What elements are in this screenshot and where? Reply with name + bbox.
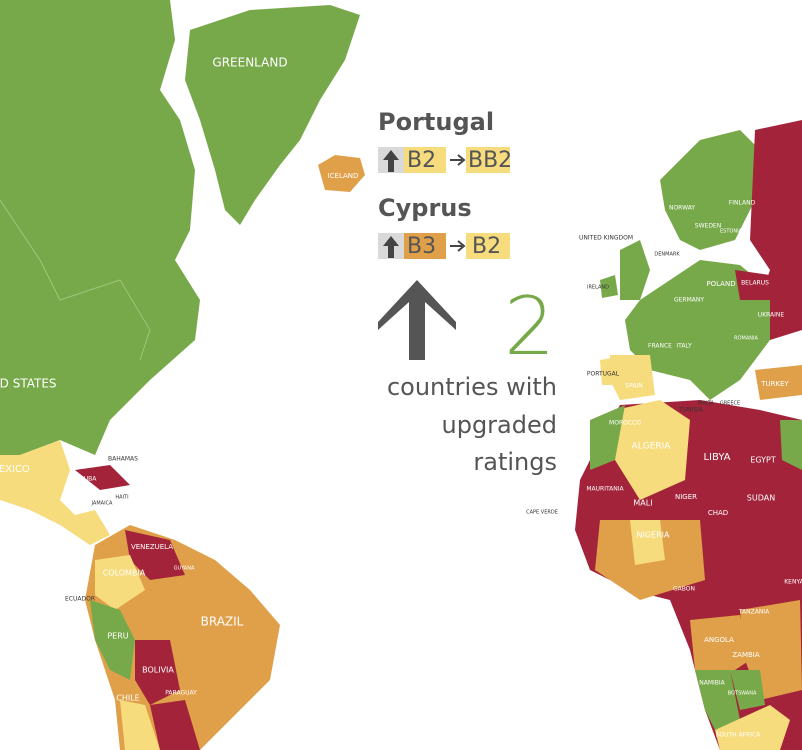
namibia xyxy=(695,670,740,730)
country-label: SOUTH AFRICA xyxy=(716,732,762,739)
botswana xyxy=(730,670,765,710)
country-label: FINLAND xyxy=(729,200,756,207)
country-label: ESTONIA xyxy=(720,229,743,235)
country-label: JAMAICA xyxy=(91,501,114,507)
country-label: GUYANA xyxy=(174,566,195,572)
venezuela xyxy=(125,530,185,580)
europe xyxy=(625,260,770,400)
caption: countries with xyxy=(387,373,557,401)
portugal xyxy=(600,358,612,385)
country-label: NAMIBIA xyxy=(699,680,725,687)
country-label: MAURITANIA xyxy=(586,486,624,493)
morocco xyxy=(590,405,625,470)
country-label: CHAD xyxy=(708,509,728,517)
ireland xyxy=(600,275,618,298)
peru xyxy=(90,600,135,680)
country-label: GREECE xyxy=(720,401,740,407)
country-label: COLOMBIA xyxy=(103,569,146,578)
country-label: CUBA xyxy=(80,476,98,483)
country-label: MALI xyxy=(633,499,652,508)
old-rating: B3 xyxy=(407,234,436,259)
scandinavia xyxy=(660,130,760,250)
greenland xyxy=(185,5,360,225)
country-label: POLAND xyxy=(706,280,735,288)
big-up-arrow xyxy=(378,280,456,360)
country-label: IRELAND xyxy=(587,285,609,291)
new-rating: B2 xyxy=(472,234,501,259)
north-america xyxy=(0,0,200,455)
country-label: PERU xyxy=(107,632,128,641)
country-label: GERMANY xyxy=(674,297,704,304)
country-label: ITALY xyxy=(676,343,692,350)
country-label: NORWAY xyxy=(669,205,695,212)
country-label: SUDAN xyxy=(747,494,775,503)
country-label: TURKEY xyxy=(760,380,789,388)
up-arrow xyxy=(383,236,399,258)
country-label: BELARUS xyxy=(741,280,769,287)
country-label: UNITED STATES xyxy=(0,377,57,391)
country-label: LIBYA xyxy=(703,452,730,463)
country-label: BOLIVIA xyxy=(142,666,174,675)
algeria xyxy=(615,400,690,500)
country-label: UNITED KINGDOM xyxy=(579,235,633,242)
chile xyxy=(120,700,160,750)
caption: ratings xyxy=(473,448,557,476)
cuba xyxy=(75,465,130,490)
country-label: ZAMBIA xyxy=(732,651,759,659)
country-label: PARAGUAY xyxy=(165,690,197,697)
russia xyxy=(750,120,802,340)
turkey xyxy=(755,365,802,400)
country-label: UKRAINE xyxy=(758,312,785,319)
uk xyxy=(620,240,650,300)
country-name: Cyprus xyxy=(378,194,472,222)
country-label: KENYA xyxy=(784,579,802,586)
country-label: MOROCCO xyxy=(609,420,641,427)
country-label: HAITI xyxy=(115,495,128,501)
belarus xyxy=(735,270,770,300)
country-label: ICELAND xyxy=(328,172,359,180)
country-label: CHILE xyxy=(116,694,139,703)
country-label: SWEDEN xyxy=(695,223,721,230)
country-label: BOTSWANA xyxy=(728,691,757,697)
argentina xyxy=(150,700,200,750)
country-label: TANZANIA xyxy=(738,609,770,616)
up-arrow xyxy=(383,150,399,172)
country-label: DENMARK xyxy=(654,252,680,258)
country-label: NIGER xyxy=(675,493,697,501)
old-rating: B2 xyxy=(407,148,436,173)
country-label: TUNISIA xyxy=(678,407,704,414)
country-label: PORTUGAL xyxy=(587,371,620,378)
country-label: EGYPT xyxy=(750,456,776,465)
country-label: VENEZUELA xyxy=(131,543,173,551)
country-name: Portugal xyxy=(378,108,494,136)
country-label: MALTA xyxy=(698,401,714,407)
caption: upgraded xyxy=(442,411,558,439)
country-label: ROMANIA xyxy=(734,336,758,342)
country-label: GREENLAND xyxy=(212,56,287,70)
map-labels: GREENLAND ICELAND UNITED STATES MEXICO CUBA B… xyxy=(0,56,802,739)
upgrade-panel: Portugal B2 BB2 Cyprus B3 B2 2 countries… xyxy=(378,108,557,476)
bolivia xyxy=(135,640,180,705)
country-label: BRAZIL xyxy=(201,615,244,629)
country-label: NIGERIA xyxy=(637,531,671,540)
mexico xyxy=(0,440,110,545)
country-label: ECUADOR xyxy=(65,596,95,603)
count: 2 xyxy=(504,280,555,373)
country-label: ANGOLA xyxy=(704,636,734,644)
iberia xyxy=(610,355,655,400)
country-label: SPAIN xyxy=(625,383,642,390)
angola xyxy=(690,615,750,680)
colombia xyxy=(95,555,145,610)
south-africa xyxy=(715,705,790,750)
country-label: ALGERIA xyxy=(632,442,672,452)
country-label: GABON xyxy=(673,586,695,593)
country-label: BAHAMAS xyxy=(108,456,138,463)
iceland xyxy=(318,155,365,192)
new-rating: BB2 xyxy=(468,148,512,173)
country-label: MEXICO xyxy=(0,464,30,475)
country-label: FRANCE xyxy=(648,343,672,350)
country-label: CAPE VERDE xyxy=(526,510,558,516)
